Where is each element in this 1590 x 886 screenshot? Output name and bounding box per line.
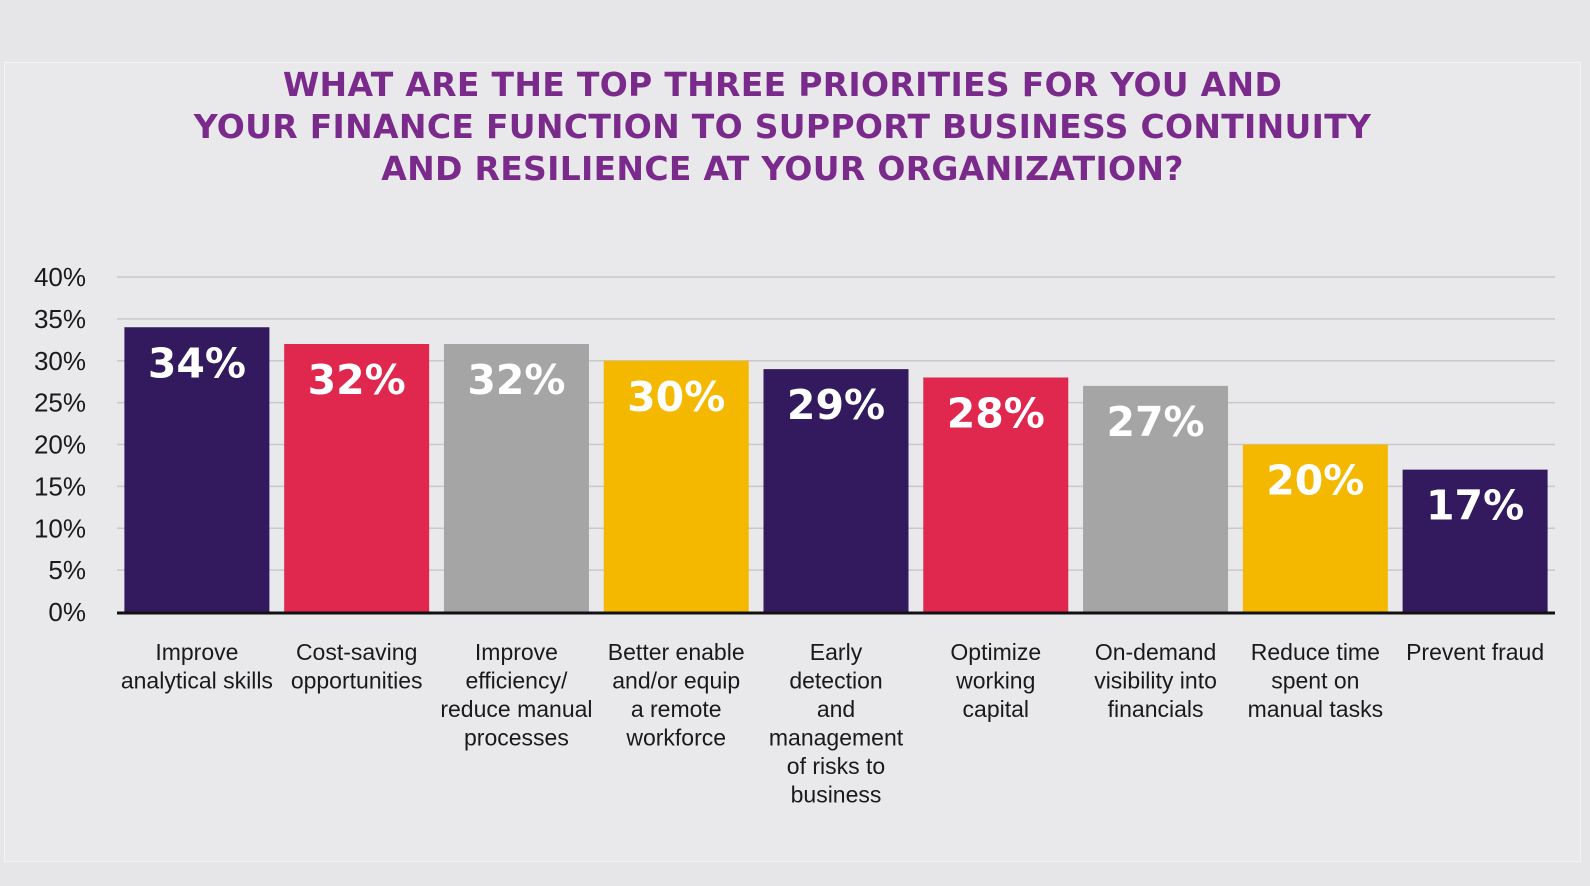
- data-label: 29%: [787, 381, 885, 429]
- y-tick-label: 30%: [34, 346, 86, 376]
- category-label-line: workforce: [625, 725, 726, 751]
- title-line-3: AND RESILIENCE AT YOUR ORGANIZATION?: [381, 149, 1184, 188]
- category-label-line: spent on: [1271, 668, 1359, 694]
- category-label-line: Improve: [475, 639, 558, 665]
- y-tick-label: 35%: [34, 304, 86, 334]
- bar: [1083, 385, 1229, 612]
- title-line-2: YOUR FINANCE FUNCTION TO SUPPORT BUSINES…: [193, 107, 1372, 146]
- y-tick-label: 40%: [34, 262, 86, 292]
- category-label-line: opportunities: [291, 668, 423, 694]
- category-label: On-demand visibility into financials: [1094, 639, 1217, 722]
- data-label: 27%: [1106, 398, 1204, 446]
- category-label: Early detection and management of risks to bu…: [769, 639, 904, 808]
- category-label: Optimize working capital: [950, 639, 1041, 722]
- category-label-line: a remote: [631, 696, 722, 722]
- category-label-line: analytical skills: [121, 668, 273, 694]
- bars: [124, 327, 1548, 612]
- category-label-line: Better enable: [608, 639, 745, 665]
- y-tick-label: 0%: [48, 597, 86, 627]
- title-line-1: WHAT ARE THE TOP THREE PRIORITIES FOR YO…: [282, 65, 1283, 104]
- data-label: 28%: [947, 390, 1045, 438]
- data-label: 17%: [1426, 482, 1524, 530]
- category-label: Better enable and/or equip a remote workfor…: [608, 639, 745, 751]
- category-label-line: Improve: [155, 639, 238, 665]
- category-label: Prevent fraud: [1406, 639, 1544, 665]
- y-tick-label: 5%: [48, 555, 86, 585]
- category-label-line: processes: [464, 725, 569, 751]
- data-label: 32%: [467, 356, 565, 404]
- data-label: 20%: [1266, 457, 1364, 505]
- y-tick-label: 10%: [34, 513, 86, 543]
- bar: [1402, 469, 1548, 612]
- bar: [603, 360, 749, 612]
- bar: [124, 327, 270, 612]
- chart-title: WHAT ARE THE TOP THREE PRIORITIES FOR YO…: [0, 64, 1565, 190]
- category-label-line: Optimize: [950, 639, 1041, 665]
- data-label: 34%: [148, 339, 246, 387]
- category-label-line: and: [817, 696, 855, 722]
- category-label-line: financials: [1108, 696, 1204, 722]
- category-label: Reduce time spent on manual tasks: [1248, 639, 1384, 722]
- category-label-line: Cost-saving: [296, 639, 417, 665]
- data-label: 32%: [308, 356, 406, 404]
- bar: [923, 377, 1069, 612]
- category-label-line: capital: [963, 696, 1029, 722]
- bar: [1242, 444, 1388, 612]
- category-label-line: Prevent fraud: [1406, 639, 1544, 665]
- category-label-line: manual tasks: [1248, 696, 1384, 722]
- y-axis-ticks: 0% 5% 10% 15% 20% 25% 30% 35% 40%: [34, 262, 86, 627]
- y-tick-label: 20%: [34, 430, 86, 460]
- category-label: Improve analytical skills: [121, 639, 273, 694]
- category-label: Cost-saving opportunities: [291, 639, 423, 694]
- category-label-line: reduce manual: [440, 696, 592, 722]
- category-label: Improve efficiency/reduce manual processes: [440, 639, 592, 751]
- category-label-line: Reduce time: [1251, 639, 1380, 665]
- bar: [443, 344, 589, 612]
- category-label-line: and/or equip: [612, 668, 740, 694]
- category-label-line: Early: [810, 639, 863, 665]
- bar: [763, 369, 909, 612]
- value-labels: 34% 32% 32% 30% 29% 28% 27% 20% 17%: [148, 339, 1524, 529]
- bar: [284, 344, 430, 612]
- category-label-line: On-demand: [1095, 639, 1216, 665]
- category-labels: Improve analytical skills Cost-saving oppor…: [121, 639, 1544, 808]
- y-tick-label: 25%: [34, 388, 86, 418]
- category-label-line: detection: [789, 668, 882, 694]
- category-label-line: efficiency/: [466, 668, 568, 694]
- category-label-line: management: [769, 725, 904, 751]
- data-label: 30%: [627, 373, 725, 421]
- category-label-line: working: [955, 668, 1035, 694]
- category-label-line: business: [791, 782, 882, 808]
- category-label-line: of risks to: [787, 753, 885, 779]
- y-tick-label: 15%: [34, 471, 86, 501]
- category-label-line: visibility into: [1094, 668, 1217, 694]
